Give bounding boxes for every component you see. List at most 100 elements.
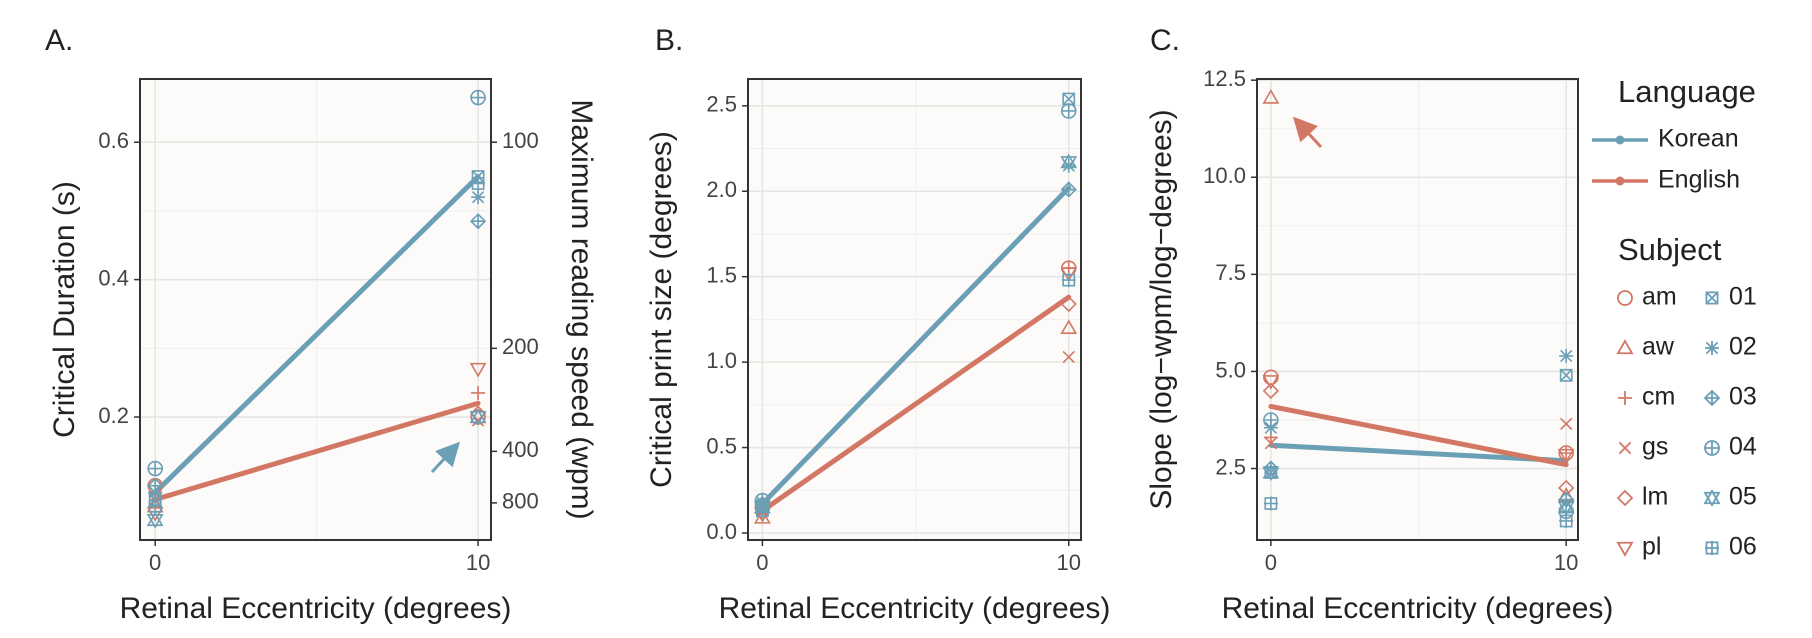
panel-label: C. bbox=[1150, 24, 1180, 57]
legend-marker bbox=[1616, 339, 1634, 355]
legend-marker bbox=[1705, 291, 1719, 305]
y-tick-label: 0.4 bbox=[98, 265, 129, 290]
plot-border bbox=[747, 78, 1082, 541]
y-axis-label: Critical print size (degrees) bbox=[645, 131, 678, 488]
legend-title: Language bbox=[1618, 74, 1756, 109]
arrow bbox=[430, 441, 461, 474]
point bbox=[1061, 158, 1076, 173]
point bbox=[1061, 273, 1076, 288]
point bbox=[755, 503, 770, 518]
point bbox=[1263, 496, 1278, 511]
y-tick-label: 0.0 bbox=[706, 519, 737, 544]
point bbox=[1559, 513, 1574, 528]
legend-label: am bbox=[1642, 283, 1677, 311]
plot-border bbox=[139, 78, 492, 541]
point bbox=[1060, 103, 1077, 119]
legend-title: Subject bbox=[1618, 232, 1722, 267]
legend-dot bbox=[1615, 135, 1625, 145]
x-tick-label: 0 bbox=[756, 550, 768, 575]
point bbox=[1060, 319, 1078, 335]
y2-tick-label: 800 bbox=[502, 489, 539, 514]
point bbox=[1559, 368, 1573, 382]
point bbox=[1060, 295, 1077, 313]
fit-line bbox=[759, 185, 1072, 507]
fit-line bbox=[1268, 442, 1569, 464]
x-axis-label: Retinal Eccentricity (degrees) bbox=[719, 592, 1111, 625]
legend-label: aw bbox=[1642, 333, 1675, 361]
point bbox=[1560, 417, 1573, 431]
y-tick-label: 0.6 bbox=[98, 128, 129, 153]
legend-marker bbox=[1705, 541, 1719, 555]
y2-axis-label: Maximum reading speed (wpm) bbox=[565, 99, 598, 519]
legend-marker bbox=[1618, 441, 1632, 455]
point bbox=[471, 190, 486, 205]
fit-line bbox=[759, 294, 1072, 514]
legend-label: Korean bbox=[1658, 125, 1739, 153]
point bbox=[469, 408, 487, 426]
point bbox=[146, 511, 164, 529]
legend-marker bbox=[1705, 341, 1719, 355]
y-tick-label: 2.5 bbox=[1215, 454, 1246, 479]
y-tick-label: 5.0 bbox=[1215, 357, 1246, 382]
y2-tick-label: 100 bbox=[502, 128, 539, 153]
point bbox=[1060, 153, 1078, 171]
legend-label: lm bbox=[1642, 483, 1668, 511]
fit-line bbox=[152, 174, 481, 496]
point bbox=[470, 89, 486, 106]
legend-label: pl bbox=[1642, 533, 1661, 561]
y-tick-label: 7.5 bbox=[1215, 260, 1246, 285]
point bbox=[1060, 181, 1077, 198]
y-tick-label: 1.5 bbox=[706, 263, 737, 288]
x-tick-label: 0 bbox=[149, 550, 161, 575]
panel: 0.0 0.5 1.0 1.5 2.0 2.5 0 10 B. Retinal Eccentric… bbox=[645, 24, 1110, 625]
legend-marker bbox=[1617, 290, 1633, 306]
x-tick-label: 10 bbox=[466, 550, 490, 575]
legend-label: English bbox=[1658, 166, 1740, 194]
point bbox=[1062, 350, 1075, 364]
point bbox=[1263, 412, 1279, 428]
legend-label: 03 bbox=[1729, 383, 1757, 411]
point bbox=[1262, 463, 1280, 482]
legend-marker bbox=[1703, 389, 1721, 407]
point bbox=[469, 362, 487, 378]
point bbox=[147, 460, 163, 477]
point bbox=[1559, 348, 1574, 363]
y-tick-label: 0.5 bbox=[706, 433, 737, 458]
legend-marker bbox=[1704, 440, 1720, 456]
panel: 2.5 5.0 7.5 10.0 12.5 0 10 C. Retinal Eccentrici… bbox=[1145, 24, 1613, 625]
plot-border bbox=[1256, 78, 1579, 541]
y-tick-label: 1.0 bbox=[706, 348, 737, 373]
fit-line bbox=[152, 400, 481, 502]
legend-marker bbox=[1618, 391, 1632, 405]
y-tick-label: 2.5 bbox=[706, 92, 737, 117]
arrow bbox=[1292, 116, 1323, 149]
fit-line bbox=[1268, 403, 1569, 468]
x-tick-label: 10 bbox=[1057, 550, 1081, 575]
y-tick-label: 2.0 bbox=[706, 177, 737, 202]
legend-marker bbox=[1616, 541, 1634, 557]
point bbox=[147, 477, 164, 494]
panel-label: A. bbox=[45, 24, 73, 57]
plot-background bbox=[1257, 79, 1578, 540]
legend-dot bbox=[1615, 176, 1625, 186]
point bbox=[1264, 437, 1278, 450]
point bbox=[1262, 382, 1280, 399]
point bbox=[1062, 92, 1076, 106]
point bbox=[1558, 445, 1574, 461]
legend-label: 02 bbox=[1729, 333, 1757, 361]
y-tick-label: 12.5 bbox=[1203, 66, 1246, 91]
point bbox=[471, 176, 486, 191]
y-axis-label: Critical Duration (s) bbox=[48, 181, 81, 438]
y-axis-label: Slope (log−wpm/log−degrees) bbox=[1145, 109, 1178, 509]
y2-tick-label: 400 bbox=[502, 437, 539, 462]
x-tick-label: 10 bbox=[1554, 550, 1578, 575]
legend-label: 04 bbox=[1729, 433, 1757, 461]
plot-background bbox=[140, 79, 491, 540]
y2-tick-label: 200 bbox=[502, 334, 539, 359]
panel: 0.2 0.4 0.6 0 10 100 200 400 800 Maximum reading … bbox=[45, 24, 598, 625]
y-tick-label: 0.2 bbox=[98, 403, 129, 428]
legend-marker bbox=[1616, 489, 1634, 507]
legend: Language Subject Korean English am aw cm gs lm… bbox=[1592, 74, 1757, 561]
